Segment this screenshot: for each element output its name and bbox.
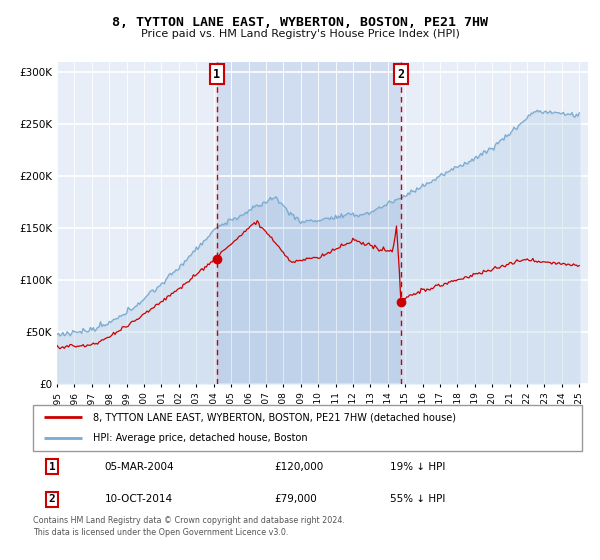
Text: 2: 2 — [49, 494, 56, 505]
Text: 10-OCT-2014: 10-OCT-2014 — [104, 494, 172, 505]
Text: 2: 2 — [398, 68, 405, 81]
Text: Price paid vs. HM Land Registry's House Price Index (HPI): Price paid vs. HM Land Registry's House … — [140, 29, 460, 39]
Text: HPI: Average price, detached house, Boston: HPI: Average price, detached house, Bost… — [94, 433, 308, 444]
Text: £120,000: £120,000 — [275, 461, 324, 472]
Text: 1: 1 — [49, 461, 56, 472]
Text: Contains HM Land Registry data © Crown copyright and database right 2024.
This d: Contains HM Land Registry data © Crown c… — [33, 516, 345, 537]
Text: 55% ↓ HPI: 55% ↓ HPI — [390, 494, 445, 505]
FancyBboxPatch shape — [33, 405, 582, 451]
Text: £79,000: £79,000 — [275, 494, 317, 505]
Text: 05-MAR-2004: 05-MAR-2004 — [104, 461, 174, 472]
Text: 1: 1 — [213, 68, 220, 81]
Text: 8, TYTTON LANE EAST, WYBERTON, BOSTON, PE21 7HW: 8, TYTTON LANE EAST, WYBERTON, BOSTON, P… — [112, 16, 488, 29]
Bar — [217, 62, 401, 384]
Text: 8, TYTTON LANE EAST, WYBERTON, BOSTON, PE21 7HW (detached house): 8, TYTTON LANE EAST, WYBERTON, BOSTON, P… — [94, 412, 457, 422]
Text: 19% ↓ HPI: 19% ↓ HPI — [390, 461, 445, 472]
